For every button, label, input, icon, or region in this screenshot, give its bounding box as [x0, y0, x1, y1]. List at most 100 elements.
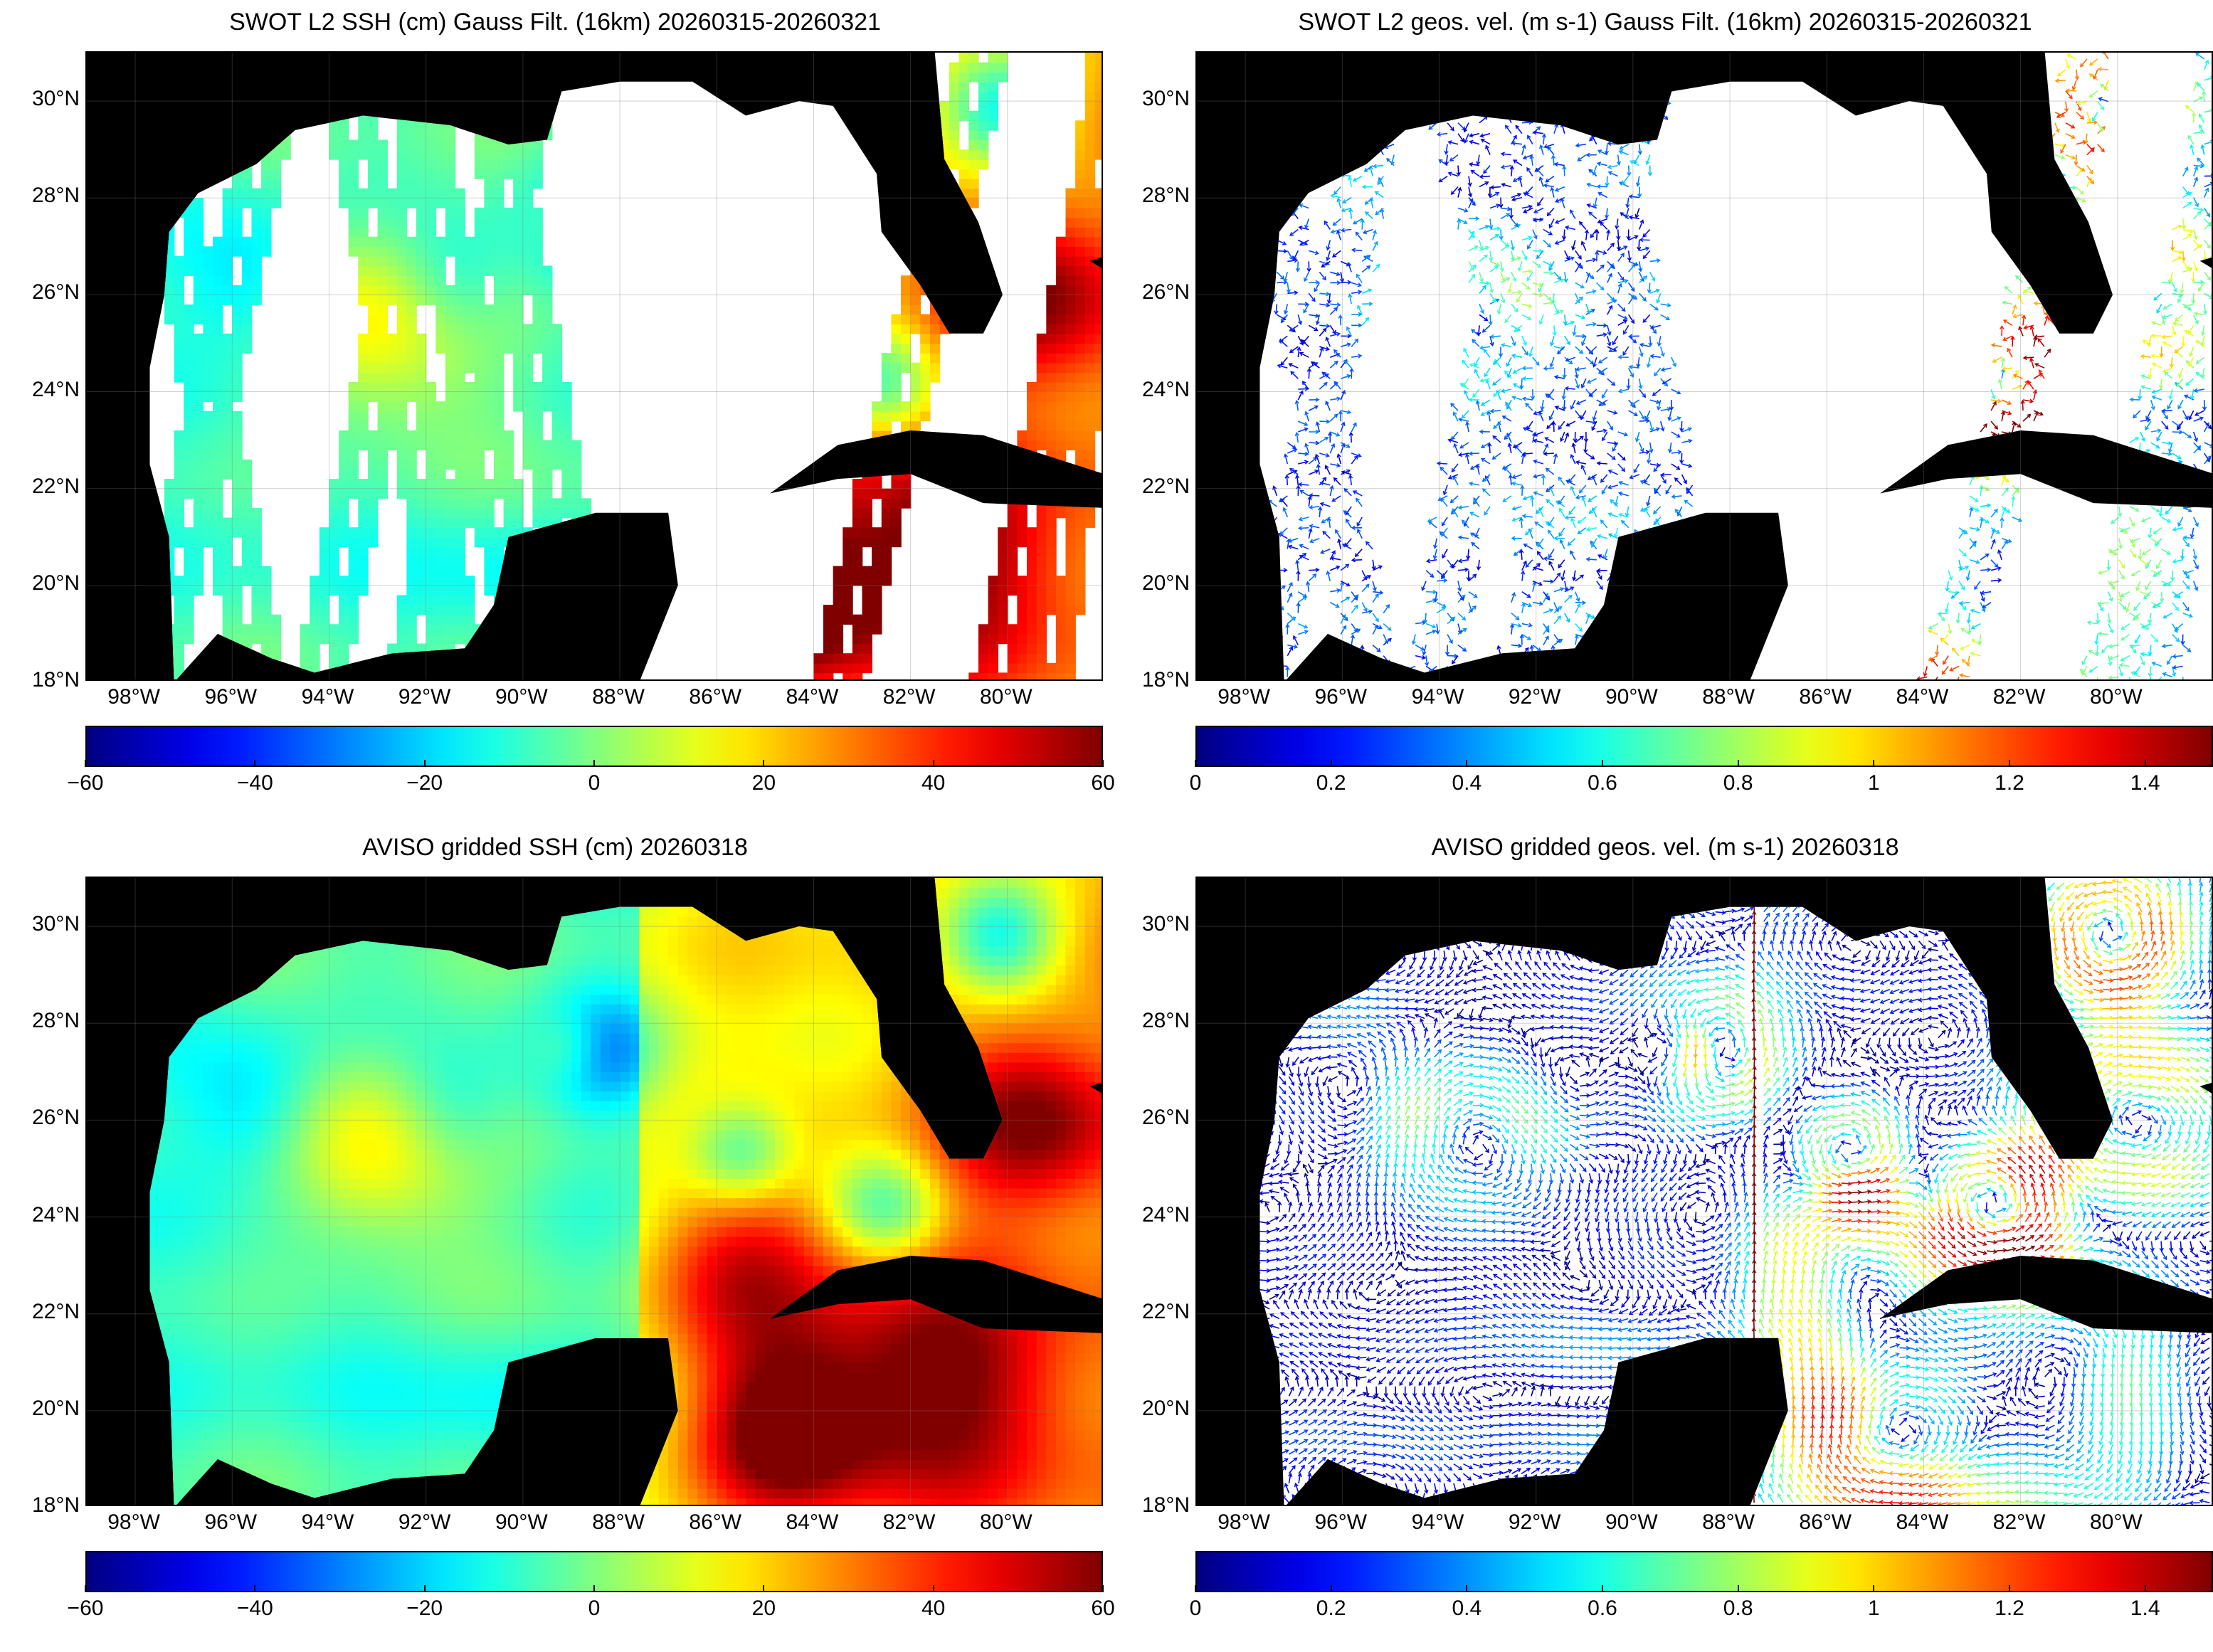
bahamas-landmass	[2199, 258, 2212, 268]
colorbar-tick-label: 0.4	[1424, 771, 1509, 795]
lon-tick-label: 84°W	[769, 685, 855, 709]
map-panel-aviso-vel: AVISO gridded geos. vel. (m s-1) 2026031…	[1110, 825, 2213, 1651]
colorbar-tick-label: −20	[382, 1597, 468, 1621]
map-area	[85, 877, 1103, 1506]
colorbar-tick-label: 0	[551, 1597, 637, 1621]
bahamas-landmass	[2199, 1083, 2212, 1094]
lon-tick-label: 82°W	[867, 1510, 952, 1535]
lon-tick-label: 92°W	[1492, 1510, 1578, 1535]
lat-tick-label: 20°N	[1111, 571, 1190, 595]
colorbar-tick-mark	[1102, 1585, 1104, 1592]
colorbar-tick-mark	[1466, 1585, 1468, 1592]
lon-tick-label: 90°W	[479, 685, 564, 709]
colorbar-tick-label: 1.2	[1967, 1597, 2052, 1621]
lon-tick-label: 98°W	[1201, 1510, 1287, 1535]
colorbar-tick-mark	[593, 1585, 595, 1592]
map-panel-swot-ssh: SWOT L2 SSH (cm) Gauss Filt. (16km) 2026…	[0, 0, 1115, 825]
lon-tick-label: 80°W	[963, 685, 1049, 709]
lon-tick-label: 82°W	[1977, 1510, 2062, 1535]
colorbar-tick-label: 0.4	[1424, 1597, 1509, 1621]
lon-tick-label: 86°W	[1782, 685, 1868, 709]
colorbar-tick-label: 1.4	[2103, 1597, 2188, 1621]
lat-tick-label: 24°N	[1, 378, 80, 402]
bahamas-landmass	[1089, 258, 1102, 268]
map-panel-aviso-ssh: AVISO gridded SSH (cm) 20260318 30°N 28°N 2…	[0, 825, 1115, 1651]
map-canvas	[87, 53, 1102, 679]
colorbar-tick-mark	[593, 760, 595, 767]
panel-title: AVISO gridded geos. vel. (m s-1) 2026031…	[1110, 834, 2213, 862]
bahamas-landmass	[1089, 1083, 1102, 1094]
map-panel-swot-vel: SWOT L2 geos. vel. (m s-1) Gauss Filt. (…	[1110, 0, 2213, 825]
colorbar-tick-label: 1.4	[2103, 771, 2188, 795]
lat-tick-label: 20°N	[1, 1397, 80, 1421]
colorbar-tick-mark	[85, 760, 86, 767]
water-no-data	[1259, 878, 2212, 1505]
lat-tick-label: 18°N	[1, 1493, 80, 1518]
map-canvas	[1197, 53, 2212, 679]
colorbar-tick-mark	[2144, 760, 2146, 767]
lon-tick-label: 94°W	[1395, 685, 1480, 709]
map-area	[1195, 877, 2213, 1506]
lat-tick-label: 26°N	[1111, 1106, 1190, 1130]
colorbar-tick-label: 1	[1831, 1597, 1916, 1621]
colorbar-tick-label: 0.2	[1289, 1597, 1374, 1621]
colorbar-tick-label: 60	[1060, 771, 1146, 795]
panel-title: SWOT L2 geos. vel. (m s-1) Gauss Filt. (…	[1110, 9, 2213, 36]
lon-tick-label: 88°W	[1686, 1510, 1771, 1535]
lon-tick-label: 96°W	[1298, 1510, 1383, 1535]
cuba-landmass	[1880, 1256, 2212, 1333]
colorbar-tick-mark	[1873, 1585, 1875, 1592]
lon-tick-label: 82°W	[1977, 685, 2062, 709]
lon-tick-label: 80°W	[2074, 685, 2159, 709]
colorbar	[1195, 1551, 2213, 1592]
colorbar-tick-label: 1	[1831, 771, 1916, 795]
lat-tick-label: 22°N	[1111, 475, 1190, 499]
colorbar-tick-mark	[423, 760, 426, 767]
lat-tick-label: 30°N	[1, 912, 80, 936]
lon-tick-label: 88°W	[1686, 685, 1771, 709]
lat-tick-label: 26°N	[1111, 280, 1190, 305]
lon-tick-label: 92°W	[1492, 685, 1578, 709]
colorbar-tick-mark	[2144, 1585, 2146, 1592]
colorbar-tick-mark	[1195, 1585, 1196, 1592]
lat-tick-label: 30°N	[1111, 87, 1190, 111]
lat-tick-label: 28°N	[1111, 1009, 1190, 1033]
colorbar-tick-mark	[2009, 1585, 2010, 1592]
lon-tick-label: 86°W	[672, 1510, 758, 1535]
lon-tick-label: 96°W	[188, 1510, 273, 1535]
colorbar-tick-label: −40	[212, 771, 297, 795]
lon-tick-label: 92°W	[382, 1510, 468, 1535]
lon-tick-label: 90°W	[1589, 1510, 1674, 1535]
colorbar-tick-mark	[1737, 1585, 1739, 1592]
colorbar-tick-mark	[85, 1585, 86, 1592]
lat-tick-label: 20°N	[1, 571, 80, 595]
lon-tick-label: 86°W	[1782, 1510, 1868, 1535]
water-no-data	[1259, 53, 2212, 679]
lat-tick-label: 24°N	[1111, 378, 1190, 402]
lat-tick-label: 30°N	[1, 87, 80, 111]
colorbar-tick-mark	[932, 1585, 934, 1592]
colorbar-tick-label: 0.6	[1560, 771, 1645, 795]
lon-tick-label: 96°W	[1298, 685, 1383, 709]
colorbar-tick-label: 0	[551, 771, 637, 795]
colorbar-tick-mark	[1195, 760, 1196, 767]
colorbar-tick-label: 20	[721, 1597, 806, 1621]
colorbar-tick-mark	[254, 760, 256, 767]
lon-tick-label: 84°W	[1879, 685, 1965, 709]
lon-tick-label: 98°W	[1201, 685, 1287, 709]
colorbar-tick-mark	[763, 1585, 765, 1592]
colorbar-tick-label: 1.2	[1967, 771, 2052, 795]
colorbar-tick-label: 0.8	[1696, 1597, 1781, 1621]
colorbar-tick-mark	[1330, 760, 1332, 767]
lon-tick-label: 80°W	[2074, 1510, 2159, 1535]
colorbar-tick-mark	[763, 760, 765, 767]
lat-tick-label: 22°N	[1111, 1300, 1190, 1324]
lon-tick-label: 98°W	[91, 1510, 176, 1535]
colorbar-tick-label: −60	[43, 771, 128, 795]
lat-tick-label: 28°N	[1, 184, 80, 208]
colorbar-tick-label: 0.8	[1696, 771, 1781, 795]
map-area	[1195, 51, 2213, 681]
panel-title: SWOT L2 SSH (cm) Gauss Filt. (16km) 2026…	[0, 9, 1110, 36]
colorbar-tick-mark	[2009, 760, 2010, 767]
colorbar-tick-label: 0.2	[1289, 771, 1374, 795]
